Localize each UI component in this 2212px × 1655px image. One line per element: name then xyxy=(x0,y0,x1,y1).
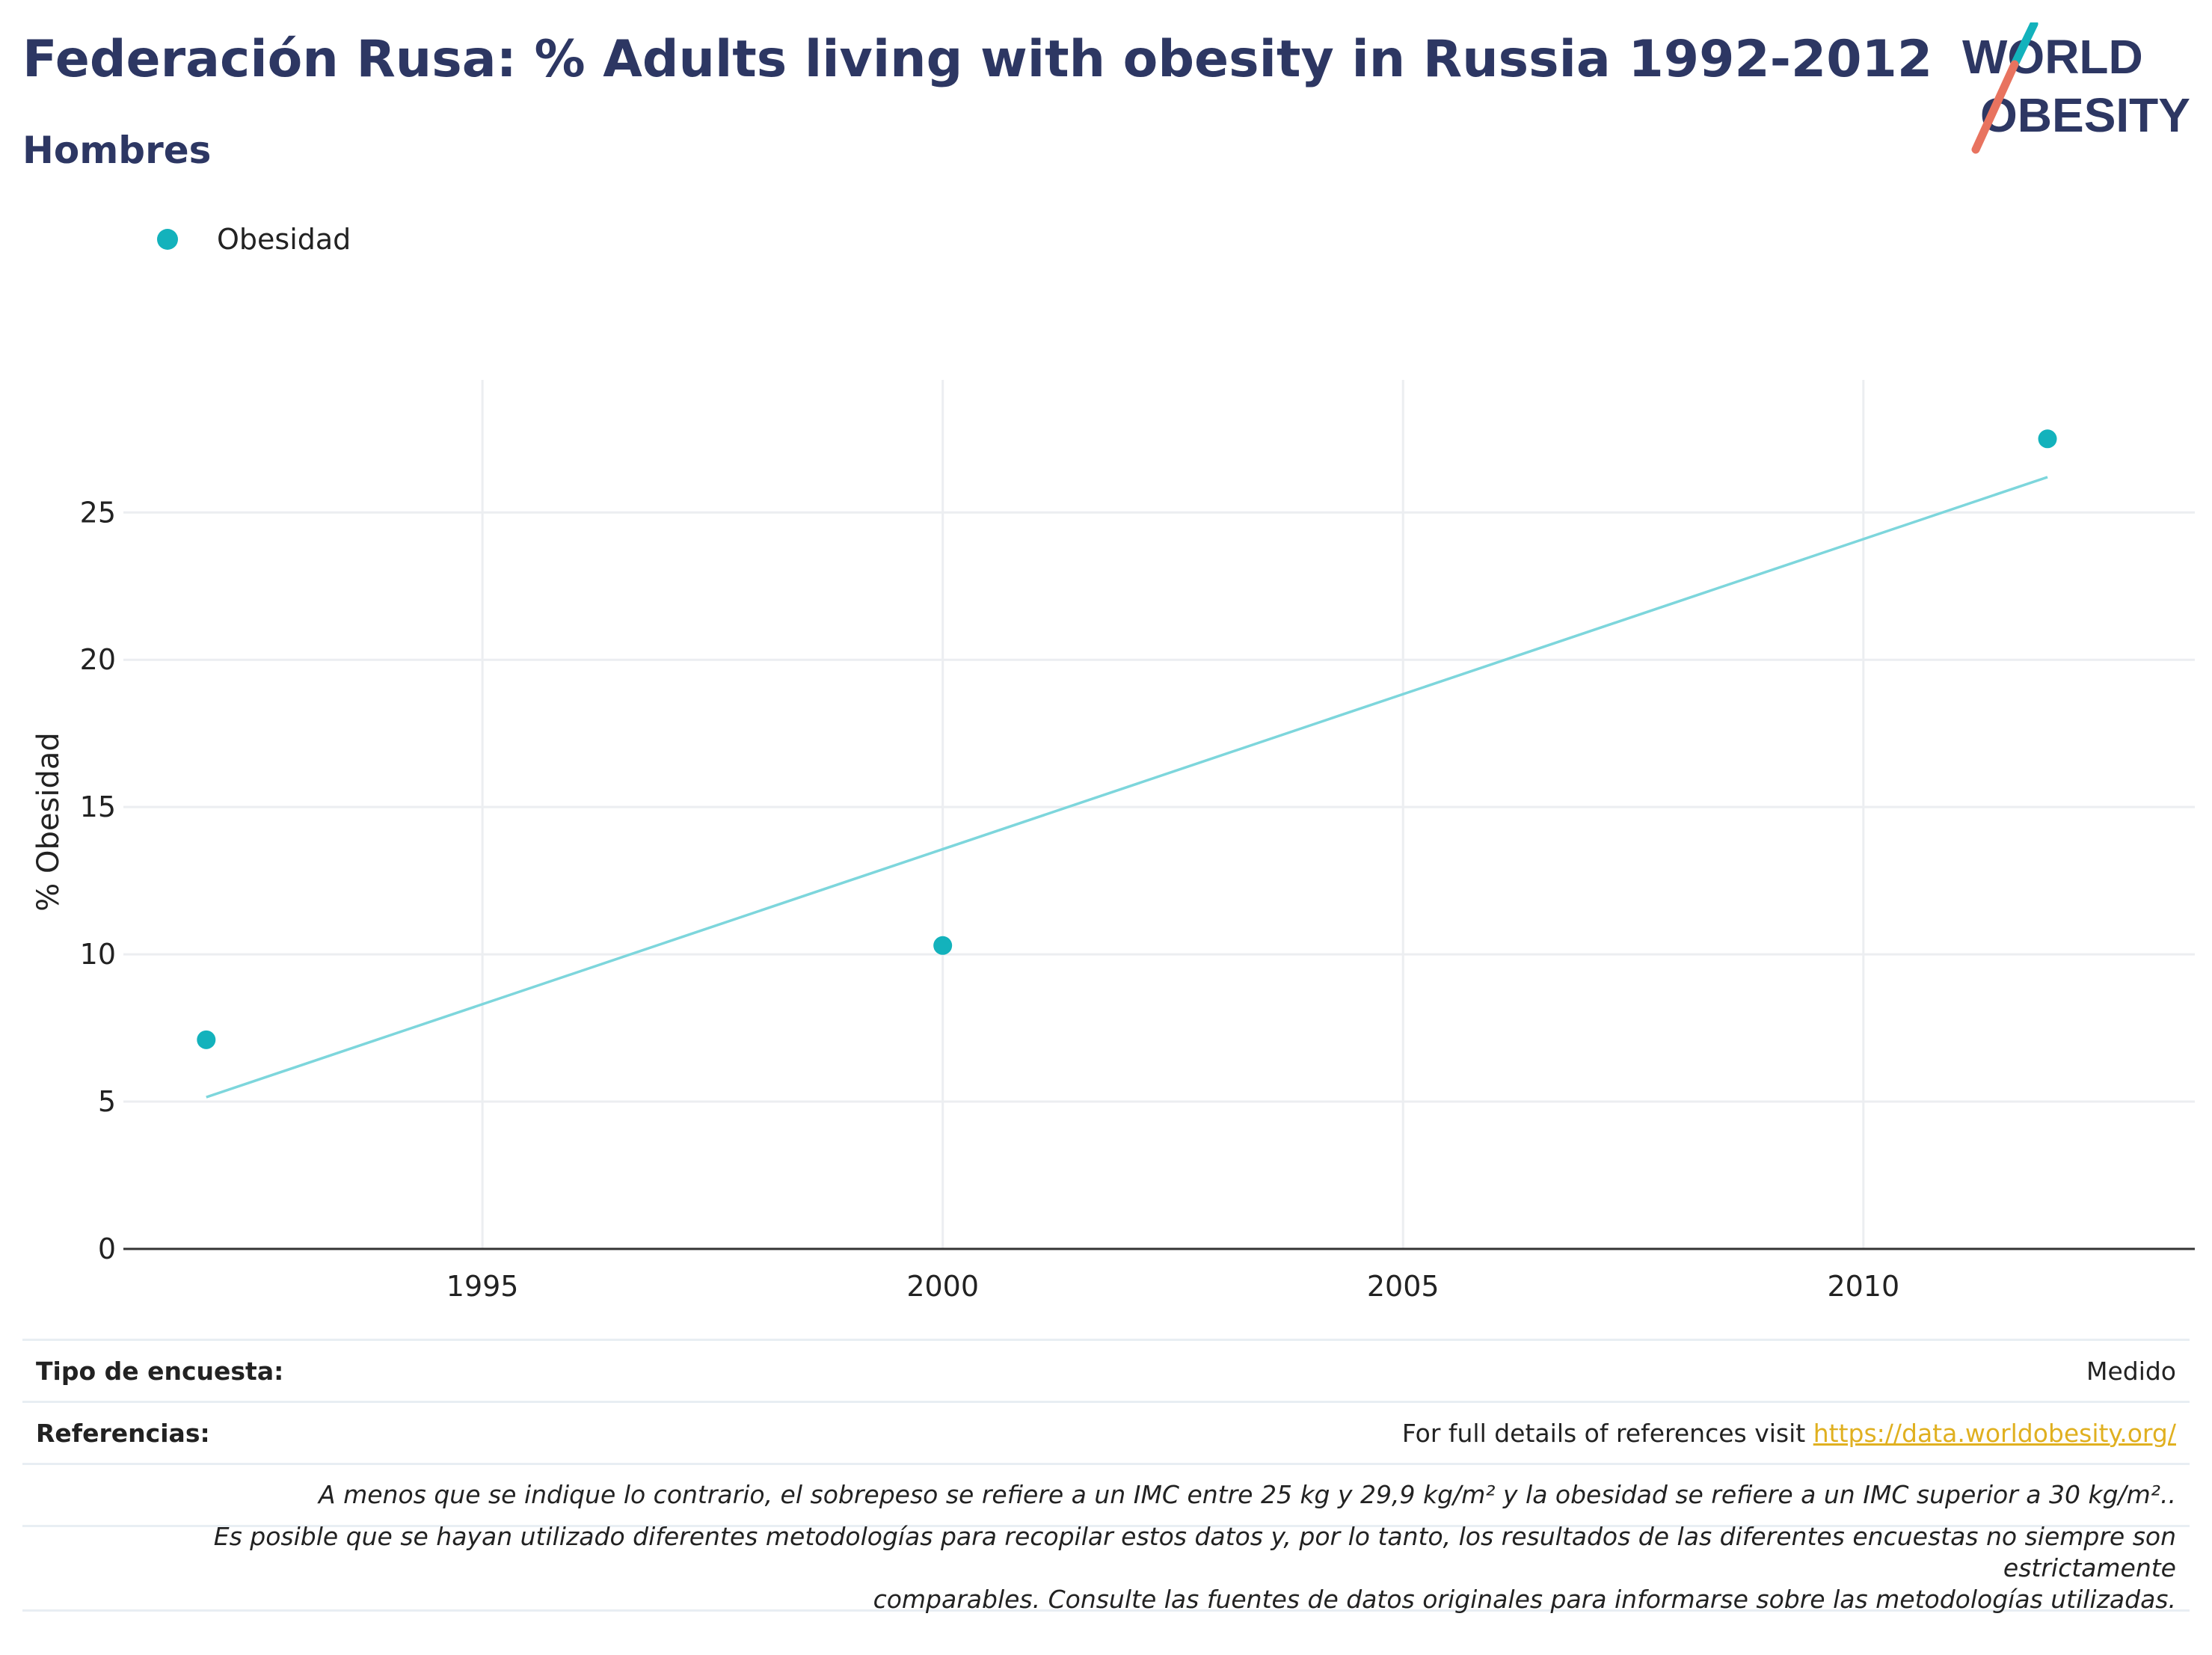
legend-label: Obesidad xyxy=(217,223,351,256)
page-title: Federación Rusa: % Adults living with ob… xyxy=(22,30,1933,89)
methodology-note-row: Es posible que se hayan utilizado difere… xyxy=(22,1522,2190,1614)
data-point xyxy=(2038,429,2057,449)
obesity-chart: 0 5 10 15 20 25 1995 2000 2005 2010 % Obesidad xyxy=(31,380,2195,1303)
svg-text:OBESITY: OBESITY xyxy=(1980,88,2190,142)
y-tick-label: 25 xyxy=(80,496,116,529)
data-point xyxy=(933,936,953,955)
svg-text:WORLD: WORLD xyxy=(1962,30,2143,84)
definition-note: A menos que se indique lo contrario, el … xyxy=(319,1480,2176,1509)
references-label: Referencias: xyxy=(36,1418,210,1448)
x-tick-label: 2010 xyxy=(1827,1270,1899,1303)
world-obesity-logo: WORLD OBESITY xyxy=(1962,22,2190,154)
y-tick-label: 15 xyxy=(80,790,116,823)
methodology-note-line1: Es posible que se hayan utilizado difere… xyxy=(213,1522,2176,1582)
references-row: Referencias: For full details of referen… xyxy=(22,1401,2190,1463)
page-subtitle: Hombres xyxy=(22,129,212,172)
survey-type-row: Tipo de encuesta: Medido xyxy=(22,1339,2190,1401)
references-link[interactable]: https://data.worldobesity.org/ xyxy=(1813,1418,2176,1448)
legend-marker xyxy=(157,229,178,250)
definition-note-row: A menos que se indique lo contrario, el … xyxy=(22,1463,2190,1525)
y-tick-label: 0 xyxy=(98,1232,116,1265)
x-tick-label: 2005 xyxy=(1367,1270,1440,1303)
data-point xyxy=(197,1030,216,1049)
x-tick-label: 2000 xyxy=(906,1270,979,1303)
x-tick-label: 1995 xyxy=(446,1270,519,1303)
y-tick-label: 10 xyxy=(80,938,116,971)
references-text-group: For full details of references visit htt… xyxy=(1402,1419,2176,1448)
survey-type-value: Medido xyxy=(2086,1356,2176,1386)
chart-legend: Obesidad xyxy=(157,223,351,256)
trend-line xyxy=(206,476,2048,1099)
survey-type-label: Tipo de encuesta: xyxy=(36,1356,284,1386)
references-text: For full details of references visit xyxy=(1401,1418,1813,1448)
y-axis-title: % Obesidad xyxy=(31,732,66,911)
y-tick-label: 5 xyxy=(98,1085,116,1118)
chart-footer: Tipo de encuesta: Medido Referencias: Fo… xyxy=(22,1339,2190,1614)
methodology-note-line2: comparables. Consulte las fuentes de dat… xyxy=(873,1585,2176,1614)
methodology-note: Es posible que se hayan utilizado difere… xyxy=(36,1521,2176,1615)
y-tick-label: 20 xyxy=(80,643,116,676)
